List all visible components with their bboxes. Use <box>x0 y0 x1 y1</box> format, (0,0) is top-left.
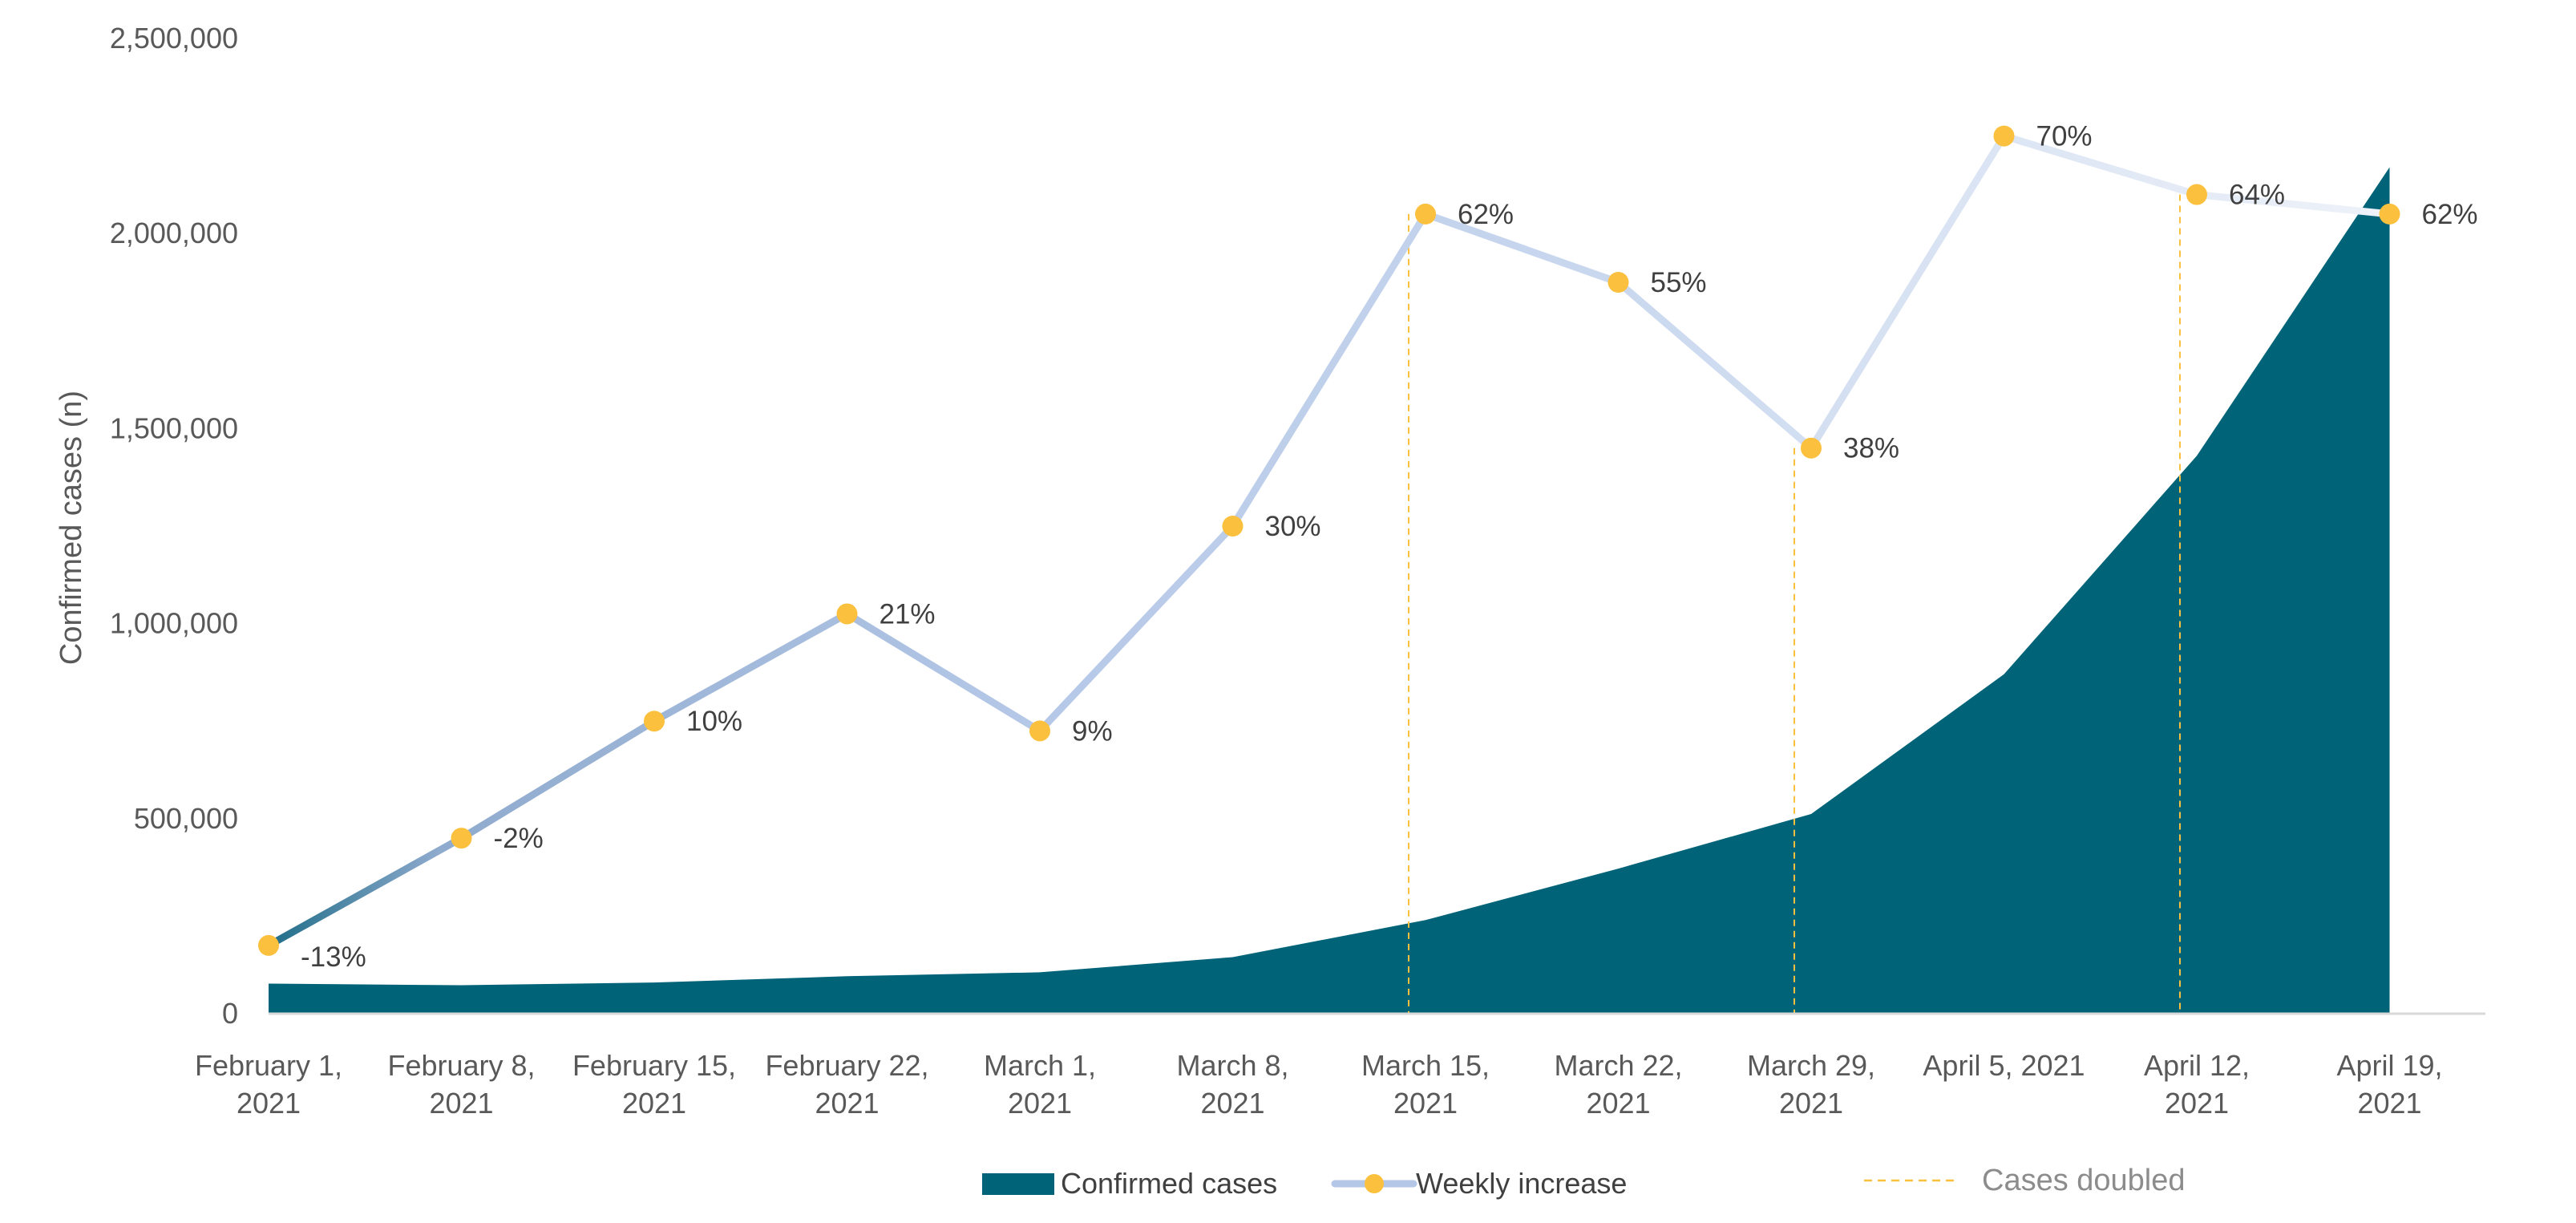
data-label: -13% <box>301 942 366 973</box>
y-tick-label: 2,000,000 <box>110 217 238 249</box>
legend-item-weekly-increase: Weekly increase <box>1331 1167 1627 1200</box>
y-tick-label: 1,000,000 <box>110 607 238 640</box>
y-axis-title: Confirmed cases (n) <box>55 391 88 665</box>
x-tick-label-april-5-2021: April 5, 2021 <box>1923 1049 2085 1082</box>
weekly-increase-marker <box>1415 203 1436 225</box>
y-tick-label: 1,500,000 <box>110 411 238 444</box>
data-label: -2% <box>494 823 544 854</box>
legend-swatch-weekly-increase-marker <box>1365 1174 1384 1193</box>
weekly-increase-marker <box>644 711 665 732</box>
x-tick-label-february-22-2021: February 22, 2021 <box>765 1049 928 1120</box>
y-tick-label: 500,000 <box>134 802 238 835</box>
x-tick-label-march-29-2021: March 29, 2021 <box>1747 1049 1875 1120</box>
weekly-increase-marker <box>1607 272 1629 293</box>
x-tick-label-february-8-2021: February 8, 2021 <box>387 1049 535 1120</box>
weekly-increase-marker <box>258 934 279 956</box>
x-tick-label-march-1-2021: March 1, 2021 <box>984 1049 1096 1120</box>
data-label: 30% <box>1265 511 1321 542</box>
x-tick-label-february-15-2021: February 15, 2021 <box>572 1049 736 1120</box>
weekly-increase-marker <box>1222 516 1244 537</box>
data-label: 62% <box>2422 199 2478 230</box>
x-tick-label-march-22-2021: March 22, 2021 <box>1554 1049 1682 1120</box>
data-label: 64% <box>2229 180 2285 211</box>
data-label: 70% <box>2036 121 2093 152</box>
weekly-increase-marker <box>836 603 858 625</box>
weekly-increase-marker <box>1993 125 2015 147</box>
y-tick-label: 0 <box>222 997 238 1030</box>
data-label: 62% <box>1458 199 1514 230</box>
x-tick-label-february-1-2021: February 1, 2021 <box>195 1049 342 1120</box>
legend-item-confirmed-cases: Confirmed cases <box>982 1167 1277 1200</box>
data-label: 38% <box>1843 433 1899 464</box>
data-label: 10% <box>686 706 742 737</box>
weekly-increase-marker <box>1801 437 1822 459</box>
legend-swatch-confirmed-cases <box>982 1173 1054 1195</box>
data-label: 21% <box>880 598 936 630</box>
legend-label-cases-doubled: Cases doubled <box>1982 1164 2186 1197</box>
weekly-increase-marker <box>2186 184 2207 205</box>
legend-label-confirmed-cases: Confirmed cases <box>1061 1167 1277 1200</box>
series-line-weekly-increase <box>265 132 2393 950</box>
x-tick-label-march-15-2021: March 15, 2021 <box>1361 1049 1490 1120</box>
x-tick-label-april-12-2021: April 12, 2021 <box>2144 1049 2250 1120</box>
weekly-increase-marker <box>1029 720 1050 742</box>
y-tick-label: 2,500,000 <box>110 22 238 55</box>
legend: Confirmed cases Weekly increase Cases do… <box>982 1164 2186 1200</box>
x-tick-label-march-8-2021: March 8, 2021 <box>1176 1049 1288 1120</box>
weekly-increase-marker <box>451 828 472 849</box>
series-area-confirmed-cases <box>269 167 2390 1014</box>
x-tick-label-april-19-2021: April 19, 2021 <box>2336 1049 2442 1120</box>
data-label: 9% <box>1072 715 1113 747</box>
legend-item-cases-doubled: Cases doubled <box>1864 1164 2186 1197</box>
weekly-increase-marker <box>2379 203 2400 225</box>
data-label: 55% <box>1651 267 1707 298</box>
legend-label-weekly-increase: Weekly increase <box>1416 1167 1627 1200</box>
